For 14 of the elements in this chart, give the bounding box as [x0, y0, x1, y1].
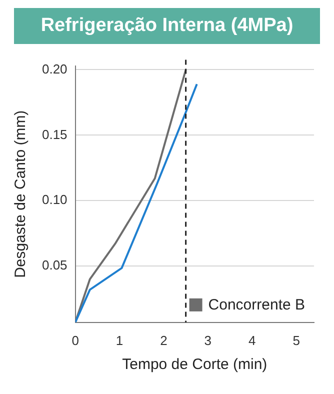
x-tick-label: 2	[160, 332, 168, 348]
x-tick-label: 5	[292, 332, 300, 348]
x-axis-title: Tempo de Corte (min)	[122, 356, 268, 374]
legend-label: Concorrente B	[208, 296, 305, 314]
x-tick-label: 3	[204, 332, 212, 348]
x-tick-label: 0	[72, 332, 79, 348]
y-tick-label: 0.15	[42, 126, 68, 142]
y-axis-title: Desgaste de Canto (mm)	[12, 110, 30, 278]
y-tick-label: 0.20	[42, 61, 68, 76]
y-tick-label: 0.10	[42, 192, 68, 208]
x-tick-label: 1	[116, 332, 124, 348]
x-tick-label: 4	[248, 332, 256, 348]
chart-title: Refrigeração Interna (4MPa)	[14, 8, 320, 44]
y-tick-label: 0.05	[42, 258, 68, 273]
